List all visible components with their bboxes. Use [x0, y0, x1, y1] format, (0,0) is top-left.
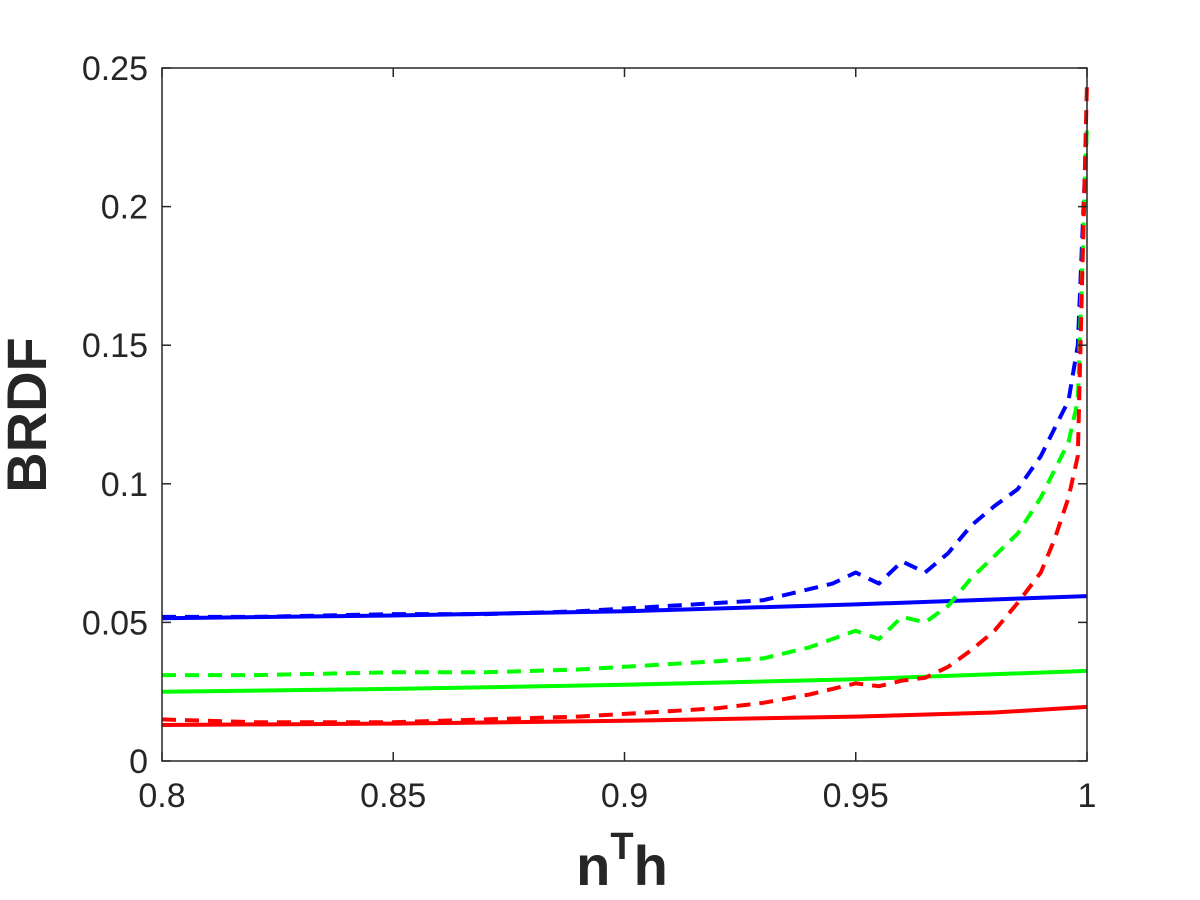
x-tick-label: 0.8: [138, 777, 185, 815]
x-axis-title-base: n: [576, 834, 610, 897]
series-solid-line-0: [161, 594, 1088, 621]
series-solid-line-1: [161, 668, 1088, 694]
y-tick-label: 0: [129, 743, 148, 781]
x-tick-label: 0.85: [360, 777, 426, 815]
x-tick-label: 0.95: [823, 777, 889, 815]
y-tick-label: 0.15: [82, 327, 148, 365]
series-dashed-line-5: [161, 81, 1089, 725]
x-tick-label: 0.9: [601, 777, 648, 815]
series-dashed-line-4: [162, 123, 1089, 678]
y-tick-label: 0.2: [101, 189, 148, 227]
x-axis-title-tail: h: [634, 834, 668, 897]
y-tick-label: 0.1: [101, 466, 148, 504]
x-axis-title: nTh: [576, 826, 668, 897]
x-axis-title-sup: T: [610, 826, 633, 868]
ticks-layer: 0.8 0.85 0.9 0.95 1 0 0.05 0.1 0.15 0.2 0.25: [82, 50, 1097, 815]
series-dashed-line-3: [162, 123, 1089, 619]
y-tick-label: 0.05: [82, 604, 148, 642]
series-layer: [161, 81, 1089, 727]
y-axis-title: BRDF: [0, 337, 58, 493]
y-tick-label: 0.25: [82, 50, 148, 88]
x-tick-label: 1: [1078, 777, 1097, 815]
